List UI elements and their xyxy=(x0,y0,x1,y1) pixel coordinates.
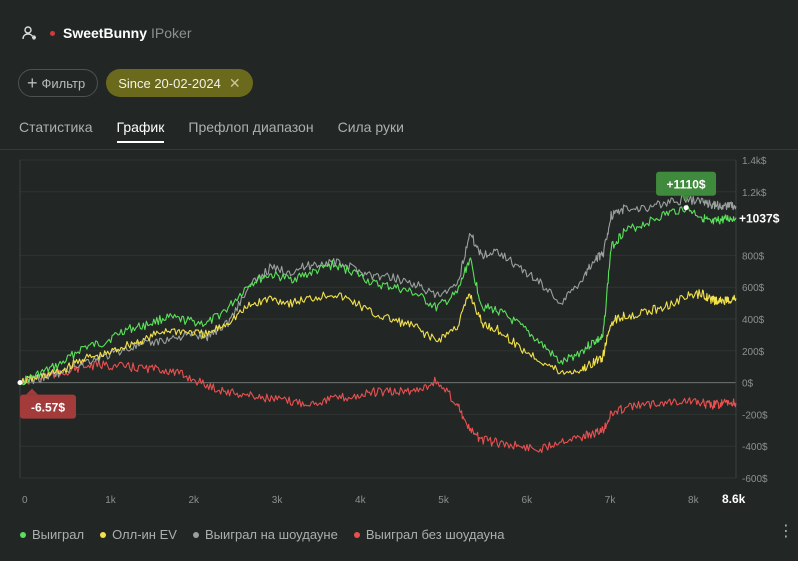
divider xyxy=(0,149,798,150)
legend: Выиграл Олл-ин EV Выиграл на шоудауне Вы… xyxy=(20,527,504,542)
user-settings-icon[interactable] xyxy=(22,25,38,41)
min-label: -6.57$ xyxy=(31,401,65,415)
legend-dot-allin-ev xyxy=(100,531,107,538)
y-tick-label: 200$ xyxy=(742,347,765,358)
filter-button[interactable]: + Фильтр xyxy=(18,69,99,97)
filter-label: Фильтр xyxy=(41,75,86,91)
y-tick-label: 800$ xyxy=(742,251,765,262)
legend-dot-showdown xyxy=(192,531,199,538)
tab-preflop-range[interactable]: Префлоп диапазон xyxy=(188,119,314,135)
legend-item-showdown[interactable]: Выиграл на шоудауне xyxy=(192,527,338,542)
tab-hand-strength[interactable]: Сила руки xyxy=(337,119,404,135)
y-tick-label: 1.4k$ xyxy=(742,156,767,167)
x-tick-label: 8k xyxy=(688,495,700,506)
y-tick-label: 400$ xyxy=(742,315,765,326)
legend-item-allin-ev[interactable]: Олл-ин EV xyxy=(100,527,177,542)
legend-item-won[interactable]: Выиграл xyxy=(20,527,84,542)
max-badge-pointer xyxy=(682,195,691,201)
legend-label-showdown: Выиграл на шоудауне xyxy=(204,527,338,542)
legend-dot-won xyxy=(20,531,26,538)
max-point xyxy=(683,205,689,211)
header: SweetBunny IPoker xyxy=(22,22,191,44)
legend-label-allin-ev: Олл-ин EV xyxy=(112,527,177,542)
end-label: +1037$ xyxy=(739,212,780,226)
max-label: +1110$ xyxy=(667,178,706,192)
more-options-icon[interactable]: ⋮ xyxy=(778,523,794,540)
close-icon[interactable]: ✕ xyxy=(228,74,241,91)
y-tick-label: -200$ xyxy=(742,410,768,421)
min-badge-pointer xyxy=(26,388,38,395)
legend-dot-non-showdown xyxy=(353,531,360,538)
series-line-won xyxy=(19,204,737,386)
y-tick-label: 1.2k$ xyxy=(742,188,767,199)
x-tick-label: 3k xyxy=(272,495,284,506)
x-tick-label: 4k xyxy=(355,495,367,506)
room-name: IPoker xyxy=(151,25,192,41)
min-badge xyxy=(20,394,76,419)
date-chip-label: Since 20-02-2024 xyxy=(118,75,221,91)
date-filter-chip[interactable]: Since 20-02-2024 ✕ xyxy=(106,69,253,97)
tab-graph[interactable]: График xyxy=(116,119,165,143)
series-line-showdown xyxy=(19,195,737,385)
legend-label-won: Выиграл xyxy=(32,527,85,542)
y-tick-label: 600$ xyxy=(742,283,765,294)
x-tick-label: 5k xyxy=(438,495,450,506)
plus-icon: + xyxy=(27,73,38,93)
series-line-allin-ev xyxy=(19,289,737,385)
filter-bar: + Фильтр Since 20-02-2024 ✕ xyxy=(18,69,253,97)
profit-chart[interactable]: 1.4k$ 1.2k$ 800$ 600$ 400$ 200$ 0$ -200$ -400$ -6… xyxy=(0,150,798,520)
username[interactable]: SweetBunny xyxy=(63,25,148,41)
x-tick-label: 6k xyxy=(522,495,534,506)
y-tick-label: 0$ xyxy=(742,379,754,390)
y-tick-label: -600$ xyxy=(742,474,768,485)
legend-item-non-showdown[interactable]: Выиграл без шоудауна xyxy=(353,527,505,542)
y-tick-label: -400$ xyxy=(742,442,768,453)
x-tick-label: 2k xyxy=(189,495,201,506)
max-badge xyxy=(656,171,717,196)
x-tick-label: 0 xyxy=(22,495,28,506)
tab-statistics[interactable]: Статистика xyxy=(19,119,93,135)
series-line-non-showdown xyxy=(19,360,737,454)
x-tick-label: 8.6k xyxy=(722,492,746,506)
x-tick-label: 1k xyxy=(105,495,117,506)
legend-label-non-showdown: Выиграл без шоудауна xyxy=(365,527,505,542)
tab-bar: Статистика График Префлоп диапазон Сила … xyxy=(19,119,404,143)
status-dot xyxy=(50,30,55,36)
x-tick-label: 7k xyxy=(605,495,617,506)
start-point xyxy=(17,380,23,386)
